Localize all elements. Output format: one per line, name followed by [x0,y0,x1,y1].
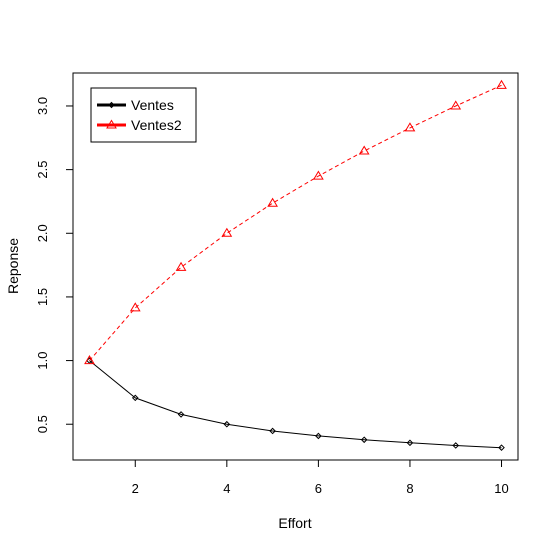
series-layer [84,79,507,451]
y-tick-label-2.5: 2.5 [35,161,50,179]
y-tick-label-2: 2.0 [35,224,50,242]
y-tick-label-0.5: 0.5 [35,415,50,433]
data-point-ventes-10 [498,444,505,451]
legend-marker-ventes [108,101,115,109]
data-point-ventes-9 [452,442,460,449]
data-point-ventes2-8 [404,122,416,132]
x-tick-label-4: 4 [223,481,230,496]
x-tick-label-10: 10 [494,481,508,496]
data-point-ventes2-9 [450,100,462,110]
x-axis: 2 4 6 8 10 [132,459,509,496]
data-point-ventes-7 [360,436,368,444]
legend-marker-ventes2 [106,119,117,129]
data-point-ventes-2 [131,394,139,402]
data-point-ventes-6 [315,432,322,440]
data-point-ventes2-4 [221,227,233,237]
x-tick-label-8: 8 [406,481,413,496]
data-point-ventes2-6 [313,170,324,180]
data-point-ventes2-10 [496,79,507,89]
x-axis-label: Effort [278,515,311,531]
series-line-ventes [89,360,502,449]
legend-box [90,87,197,143]
data-point-ventes-5 [269,427,276,435]
y-tick-label-1: 1.0 [35,352,50,370]
data-point-ventes-8 [406,439,414,447]
data-point-ventes2-5 [267,197,278,207]
y-tick-label-3: 3.0 [35,97,50,115]
legend: Ventes Ventes2 [90,87,197,143]
y-axis-label: Reponse [5,238,21,294]
x-tick-label-6: 6 [315,481,322,496]
x-tick-label-2: 2 [132,481,139,496]
series-ventes [86,357,505,451]
data-point-ventes-4 [223,420,231,428]
data-point-ventes2-3 [175,261,187,271]
data-point-ventes2-7 [358,145,370,155]
data-point-ventes2-2 [129,302,141,312]
y-tick-label-1.5: 1.5 [35,288,50,306]
legend-label-ventes: Ventes [131,97,174,113]
series-ventes2 [84,79,507,365]
data-point-ventes2-1 [84,354,95,365]
data-point-ventes-3 [177,411,185,418]
y-axis: 0.5 1.0 1.5 2.0 2.5 3.0 [35,97,74,433]
series-line-ventes2 [89,84,502,361]
legend-label-ventes2: Ventes2 [131,117,182,133]
